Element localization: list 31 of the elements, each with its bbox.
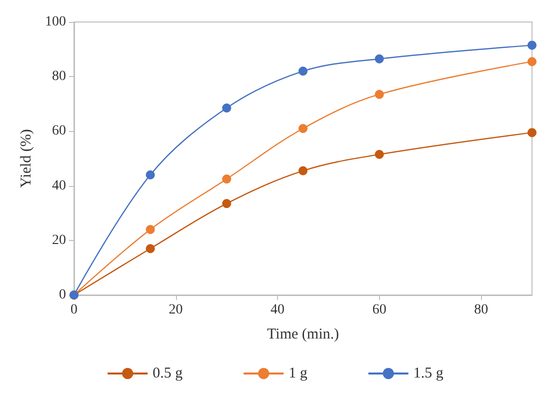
point xyxy=(374,90,384,99)
y-tick-label: 100 xyxy=(45,14,66,30)
point xyxy=(298,124,308,133)
point xyxy=(146,170,155,180)
point xyxy=(222,103,232,112)
point xyxy=(146,224,155,234)
x-tick-label: 40 xyxy=(270,302,285,318)
x-tick-label: 80 xyxy=(474,302,488,318)
legend-label: 0.5 g xyxy=(152,366,184,382)
point xyxy=(222,174,232,184)
x-tick-label: 60 xyxy=(372,302,386,318)
point xyxy=(528,128,536,138)
point xyxy=(374,150,384,159)
y-tick-label: 0 xyxy=(59,288,66,302)
y-tick-label: 60 xyxy=(52,124,66,139)
point xyxy=(146,244,155,254)
point xyxy=(374,54,384,64)
point xyxy=(528,57,536,66)
x-tick-label: 20 xyxy=(168,302,183,318)
point xyxy=(298,166,308,176)
y-tick-label: 20 xyxy=(52,232,66,248)
y-axis-title: Yield (%) xyxy=(18,129,35,188)
y-tick-label: 40 xyxy=(52,178,66,194)
y-tick-label: 80 xyxy=(52,69,66,84)
legend-label: 1.5 g xyxy=(413,366,444,382)
point xyxy=(528,40,536,50)
x-axis-title: Time (min.) xyxy=(267,326,339,342)
x-tick-label: 0 xyxy=(70,302,78,318)
legend-label: 1 g xyxy=(288,366,308,382)
point xyxy=(222,199,232,208)
point xyxy=(298,66,308,76)
